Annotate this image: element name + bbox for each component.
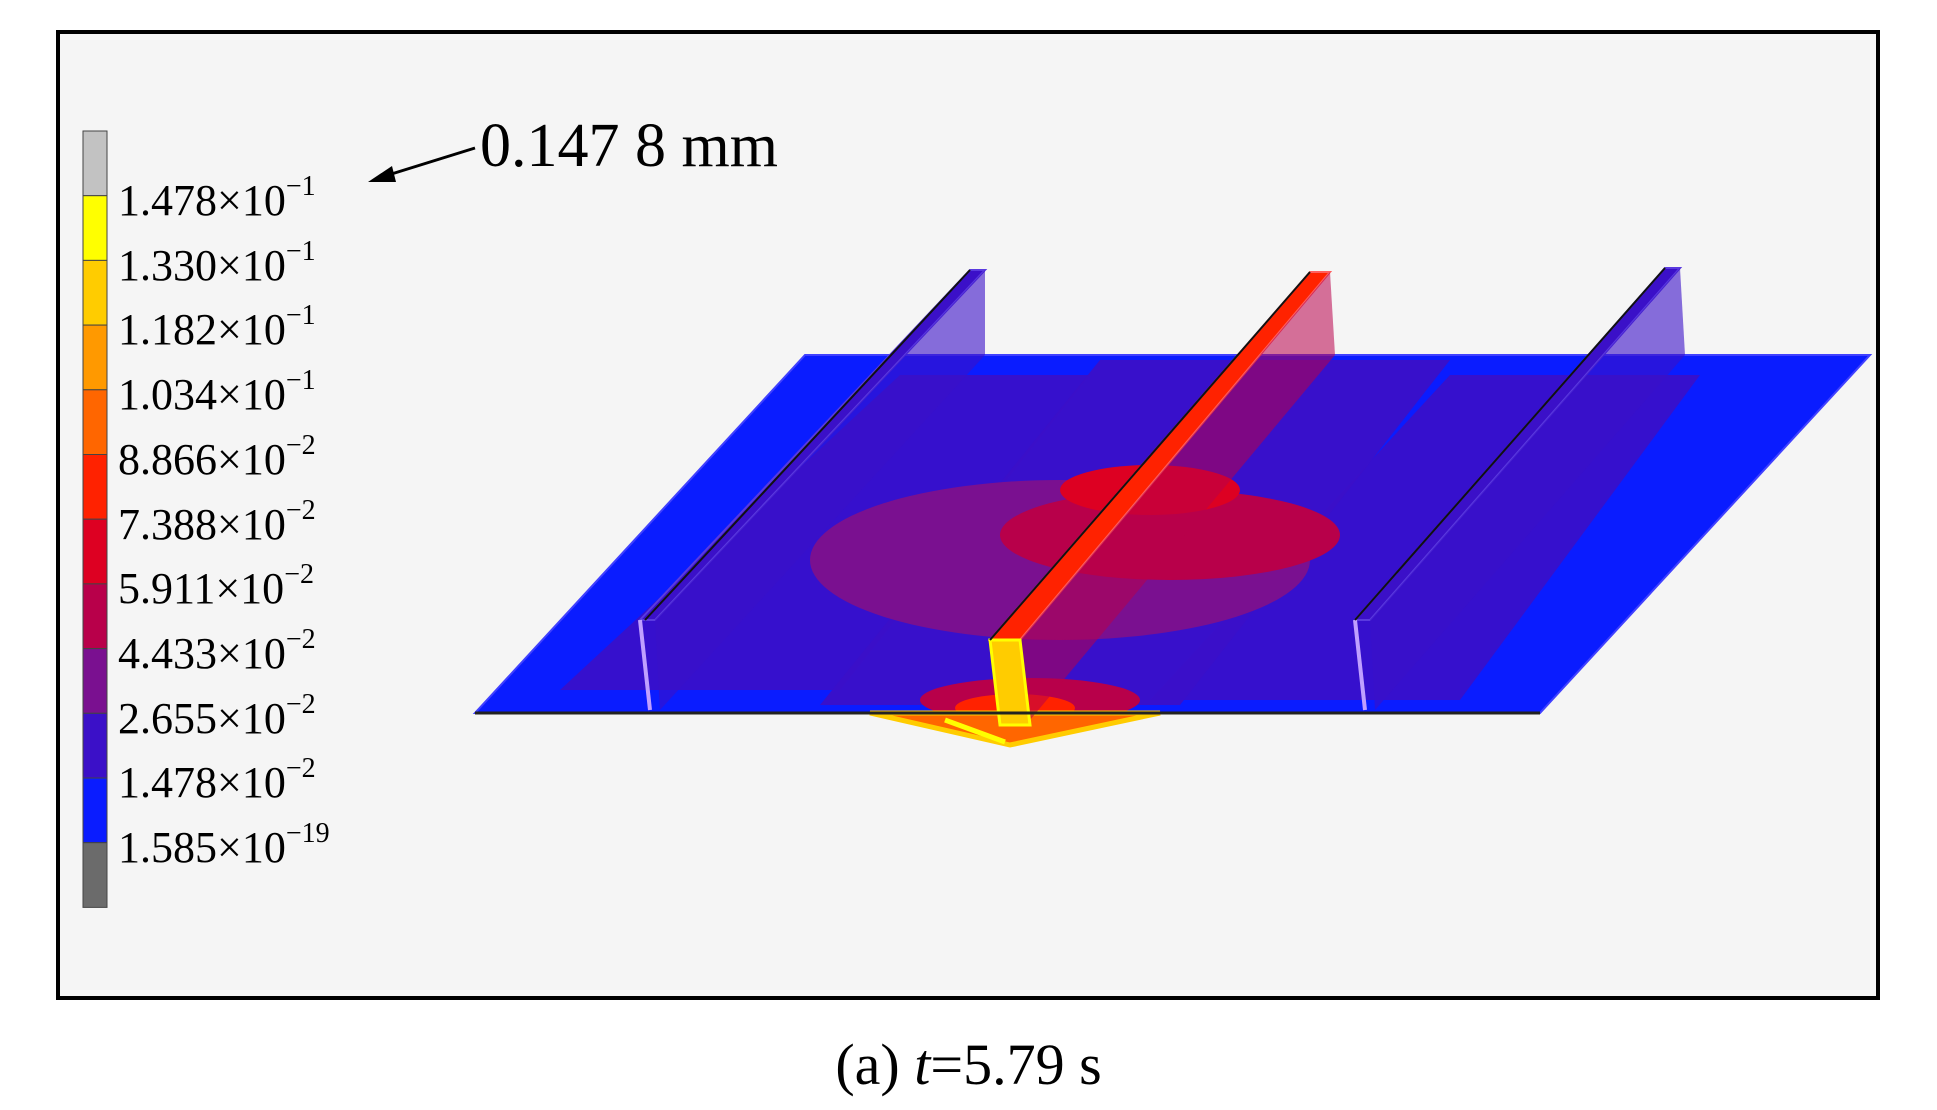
legend-label-exponent: −19 [285, 818, 330, 849]
legend-swatch [82, 389, 108, 455]
legend-label-exponent: −2 [285, 623, 316, 655]
legend-label-mantissa: 1.478×10 [118, 758, 286, 808]
legend-label: 7.388×10−2 [118, 494, 316, 549]
legend-label-exponent: −1 [285, 171, 316, 202]
legend-label: 1.034×10−1 [118, 367, 316, 417]
legend-swatch [82, 259, 108, 326]
legend-swatch [82, 324, 108, 391]
legend-swatch [82, 130, 108, 197]
legend-swatch [82, 648, 108, 714]
legend-swatch [82, 583, 108, 650]
legend-label-mantissa: 1.034×10 [118, 370, 286, 420]
figure-caption: (a) t=5.79 s [0, 1036, 1937, 1094]
max-displacement-callout: 0.147 8 mm [480, 112, 778, 180]
legend-label-mantissa: 2.655×10 [118, 693, 286, 743]
legend-label-mantissa: 4.433×10 [118, 628, 286, 678]
caption-time-value: =5.79 s [930, 1032, 1102, 1097]
legend-swatch [82, 454, 108, 520]
stiffener-center-hot-zone [988, 638, 1032, 727]
legend-swatch [82, 777, 108, 844]
legend-label-mantissa: 5.911×10 [118, 564, 285, 614]
legend-label-exponent: −2 [285, 429, 316, 461]
legend-label-exponent: −2 [285, 688, 316, 720]
legend-label-exponent: −2 [284, 559, 314, 591]
legend-swatch [82, 842, 108, 908]
legend-label-exponent: −1 [285, 300, 316, 332]
legend-label-exponent: −2 [285, 494, 316, 526]
legend-label-exponent: −1 [285, 365, 316, 397]
legend-label-mantissa: 7.388×10 [118, 499, 286, 549]
legend-color-bar [82, 130, 108, 908]
legend-label: 1.182×10−1 [118, 302, 316, 352]
legend-label-mantissa: 1.182×10 [118, 305, 286, 355]
legend-swatch [82, 518, 108, 585]
stiffener-center-web [1020, 272, 1335, 720]
stiffener-left-web [655, 270, 985, 710]
legend-label-mantissa: 1.330×10 [118, 240, 286, 290]
legend-label: 1.478×10−2 [118, 755, 316, 805]
legend-label: 1.330×10−1 [118, 235, 316, 290]
legend-label-mantissa: 1.585×10 [118, 823, 286, 872]
callout-arrow [368, 146, 476, 182]
legend-label: 4.433×10−2 [118, 623, 316, 678]
legend-label-exponent: −1 [285, 235, 316, 267]
caption-prefix: (a) [835, 1032, 915, 1097]
legend-label: 1.478×10−1 [118, 173, 316, 223]
legend-label: 1.585×10−19 [118, 820, 330, 870]
legend-label: 8.866×10−2 [118, 429, 316, 484]
legend-swatch [82, 712, 108, 779]
legend-swatch [82, 195, 108, 261]
legend-label: 5.911×10−2 [118, 561, 314, 611]
legend-label-exponent: −2 [285, 753, 316, 785]
stiffener-right-web [1370, 268, 1685, 710]
legend-label-mantissa: 8.866×10 [118, 434, 286, 484]
legend-label: 2.655×10−2 [118, 688, 316, 743]
caption-time-variable: t [914, 1032, 931, 1097]
legend-label-mantissa: 1.478×10 [118, 176, 286, 225]
